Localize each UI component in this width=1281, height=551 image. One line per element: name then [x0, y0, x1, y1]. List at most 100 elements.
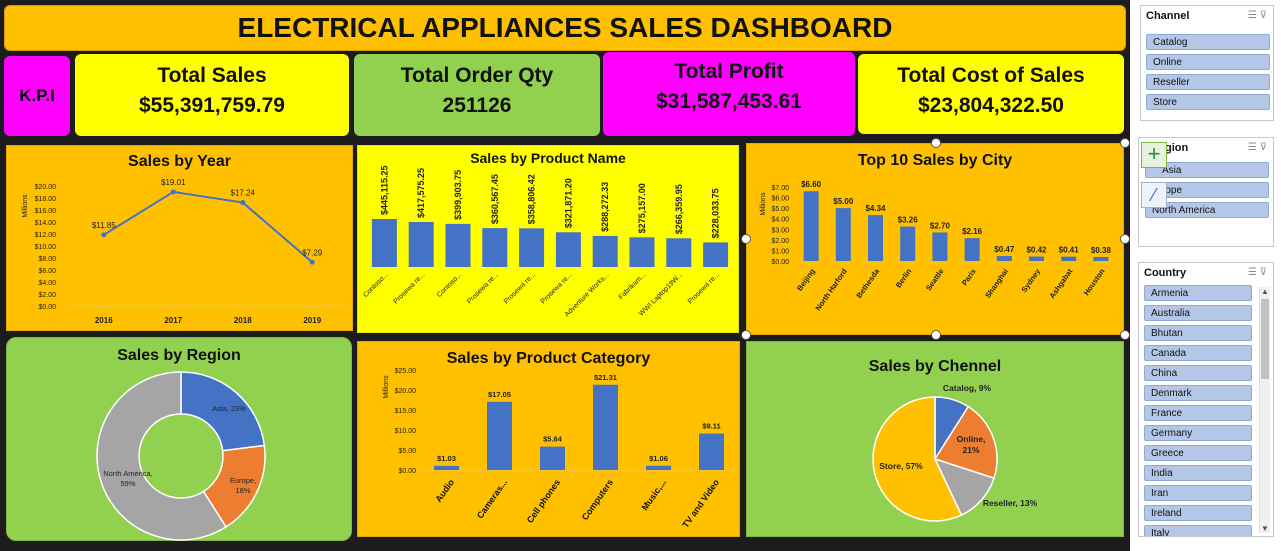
- slice-label: North America, 59%: [103, 469, 153, 488]
- series-line: [103, 190, 313, 264]
- y-tick-label: $12.00: [35, 232, 57, 239]
- x-tick-label: Audio: [433, 477, 456, 504]
- bar: [408, 221, 434, 267]
- kpi-total-order-qty: Total Order Qty 251126: [354, 54, 600, 136]
- data-label: $445,115.25: [379, 165, 389, 215]
- slicer-channel-header-icons: ☰ ⊽: [1248, 10, 1267, 21]
- x-tick-label: Ashgabat: [1047, 267, 1074, 301]
- y-tick-label: $4.00: [771, 217, 789, 224]
- multi-select-icon[interactable]: ☰: [1247, 267, 1257, 278]
- bar: [592, 235, 618, 267]
- scroll-up-icon[interactable]: ▲: [1261, 287, 1269, 296]
- slicer-item-country[interactable]: Italy: [1144, 525, 1252, 536]
- panel-top-cities[interactable]: Top 10 Sales by City $0.00 $1.00 $2.00 $3.0…: [746, 143, 1124, 335]
- slicer-channel-title: Channel: [1146, 10, 1190, 22]
- slicer-item-country[interactable]: Canada: [1144, 345, 1252, 361]
- y-tick-label: $16.00: [35, 208, 57, 215]
- slicer-item-catalog[interactable]: Catalog: [1146, 34, 1270, 50]
- panel-sales-by-product[interactable]: Sales by Product Name $445,115.25 Contoso…: [357, 145, 739, 333]
- selection-handle[interactable]: [741, 330, 751, 340]
- selection-handle[interactable]: [1120, 138, 1130, 148]
- slicer-item-country[interactable]: Armenia: [1144, 285, 1252, 301]
- slicer-item-country[interactable]: Denmark: [1144, 385, 1252, 401]
- bar: [703, 242, 729, 267]
- data-label: $17.05: [488, 390, 511, 399]
- kpi-total-profit-value: $31,587,453.61: [656, 90, 802, 113]
- y-tick-label: $0.00: [38, 304, 56, 311]
- slice-label: Catalog, 9%: [943, 383, 992, 393]
- data-label: $0.42: [1026, 246, 1047, 255]
- selection-handle[interactable]: [1120, 234, 1130, 244]
- data-label: $1.06: [649, 454, 668, 463]
- multi-select-icon[interactable]: ☰: [1247, 10, 1257, 21]
- clear-filter-icon[interactable]: ⊽: [1259, 142, 1267, 153]
- bar: [1061, 256, 1077, 261]
- dashboard-title: ELECTRICAL APPLIANCES SALES DASHBOARD: [4, 5, 1126, 51]
- clear-filter-icon[interactable]: ⊽: [1259, 10, 1267, 21]
- selection-handle[interactable]: [1120, 330, 1130, 340]
- scroll-thumb[interactable]: [1261, 299, 1269, 379]
- panel-sales-by-region[interactable]: Sales by Region Asia, 23% Europe, 18% North…: [6, 337, 352, 541]
- slicer-item-north-america[interactable]: North America: [1145, 202, 1269, 218]
- bar: [482, 228, 508, 267]
- slicer-item-country[interactable]: Australia: [1144, 305, 1252, 321]
- slicer-item-country[interactable]: Iran: [1144, 485, 1252, 501]
- x-tick-label: Prosewa re...: [687, 271, 721, 305]
- slicer-country-title: Country: [1144, 267, 1187, 279]
- selection-handle[interactable]: [931, 330, 941, 340]
- bar: [1093, 256, 1109, 261]
- format-brush-icon[interactable]: ⁄: [1141, 182, 1167, 208]
- clear-filter-icon[interactable]: ⊽: [1259, 267, 1267, 278]
- slicer-item-country[interactable]: France: [1144, 405, 1252, 421]
- slicer-item-country[interactable]: Ireland: [1144, 505, 1252, 521]
- slicer-item-country[interactable]: Bhutan: [1144, 325, 1252, 341]
- data-label: $288,272.33: [600, 182, 610, 232]
- data-label: $399,903.75: [453, 170, 463, 220]
- donut-chart-sales-by-region: Asia, 23% Europe, 18% North America, 59%: [96, 371, 266, 541]
- multi-select-icon[interactable]: ☰: [1247, 142, 1257, 153]
- selection-handle[interactable]: [741, 234, 751, 244]
- panel-sales-by-channel[interactable]: Sales by Chennel Catalog, 9% Online, 21% Re…: [746, 341, 1124, 537]
- panel-sales-by-category[interactable]: Sales by Product Category $0.00 $5.00 $10.…: [357, 341, 740, 537]
- y-tick-label: $1.00: [771, 248, 789, 255]
- kpi-total-cost: Total Cost of Sales $23,804,322.50: [858, 54, 1124, 134]
- data-point: [309, 259, 315, 265]
- panel-sales-by-year[interactable]: Sales by Year $0.00 $2.00 $4.00 $6.00 $8.00 $…: [6, 145, 353, 331]
- x-tick-label: 2019: [303, 316, 321, 325]
- x-tick-label: Sydney: [1019, 266, 1042, 294]
- slicer-country-scrollbar[interactable]: ▲ ▼: [1259, 287, 1270, 533]
- kpi-total-sales: Total Sales $55,391,759.79: [75, 54, 349, 136]
- y-tick-label: $3.00: [771, 227, 789, 234]
- selection-handle[interactable]: [931, 138, 941, 148]
- kpi-total-cost-title: Total Cost of Sales: [897, 64, 1085, 87]
- y-tick-label: $18.00: [35, 196, 57, 203]
- slice-label: Store, 57%: [879, 461, 923, 471]
- x-tick-label: Prosewa re...: [392, 271, 426, 305]
- move-plus-icon[interactable]: +: [1141, 142, 1167, 168]
- kpi-total-cost-value: $23,804,322.50: [918, 94, 1064, 117]
- slice-label: Reseller, 13%: [983, 498, 1038, 508]
- kpi-total-order-qty-title: Total Order Qty: [400, 64, 554, 87]
- line-chart-sales-by-year: $0.00 $2.00 $4.00 $6.00 $8.00 $10.00 $12.00 $14…: [22, 178, 347, 325]
- slicer-item-reseller[interactable]: Reseller: [1146, 74, 1270, 90]
- y-tick-label: $20.00: [35, 184, 57, 191]
- slicer-item-asia[interactable]: Asia: [1145, 162, 1269, 178]
- x-tick-label: Fabrikam...: [618, 271, 648, 301]
- slicer-item-country[interactable]: India: [1144, 465, 1252, 481]
- slicer-item-country[interactable]: Germany: [1144, 425, 1252, 441]
- scroll-down-icon[interactable]: ▼: [1261, 524, 1269, 533]
- slicer-item-country[interactable]: Greece: [1144, 445, 1252, 461]
- data-point: [170, 189, 176, 195]
- data-label: $11.85: [92, 221, 116, 230]
- pie-slice: [872, 396, 963, 522]
- slicer-item-online[interactable]: Online: [1146, 54, 1270, 70]
- y-axis-label: Millions: [383, 375, 390, 399]
- slicer-item-store[interactable]: Store: [1146, 94, 1270, 110]
- data-label: $21.31: [594, 373, 617, 382]
- chart-title-sales-by-product: Sales by Product Name: [470, 150, 626, 166]
- data-label: $9.11: [702, 422, 720, 431]
- slicer-item-country[interactable]: China: [1144, 365, 1252, 381]
- x-tick-label: Bethesda: [854, 266, 881, 299]
- bar: [666, 238, 692, 267]
- data-label: $228,033.75: [711, 188, 721, 238]
